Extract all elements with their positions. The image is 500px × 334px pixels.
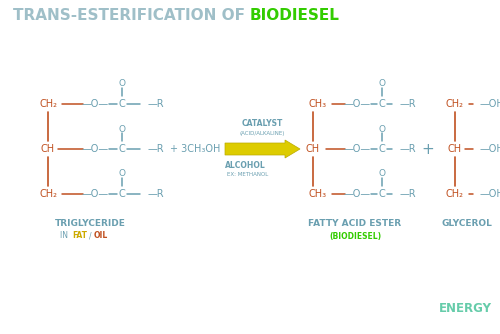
Text: —R: —R — [148, 99, 164, 109]
Text: —O—: —O— — [82, 189, 108, 199]
Text: TRANS-ESTERIFICATION OF: TRANS-ESTERIFICATION OF — [13, 8, 250, 23]
Text: CH₂: CH₂ — [39, 189, 57, 199]
Text: TRIGLYCERIDE: TRIGLYCERIDE — [54, 219, 126, 228]
Text: C: C — [378, 144, 386, 154]
Text: CH₃: CH₃ — [309, 189, 327, 199]
Text: —O—: —O— — [344, 144, 370, 154]
FancyArrow shape — [225, 140, 300, 158]
Text: BIODIESEL: BIODIESEL — [250, 8, 340, 23]
Text: O: O — [118, 169, 126, 178]
Text: —O—: —O— — [82, 144, 108, 154]
Text: —R: —R — [400, 144, 416, 154]
Text: —OH: —OH — [480, 99, 500, 109]
Text: OIL: OIL — [94, 231, 108, 240]
Text: GLYCEROL: GLYCEROL — [442, 219, 492, 228]
Text: FAT: FAT — [72, 231, 87, 240]
Text: CH: CH — [448, 144, 462, 154]
Text: + 3CH₃OH: + 3CH₃OH — [170, 144, 220, 154]
Text: —OH: —OH — [480, 189, 500, 199]
Text: —O—: —O— — [82, 99, 108, 109]
Text: O: O — [378, 125, 386, 134]
Text: —OH: —OH — [480, 144, 500, 154]
Text: CH₂: CH₂ — [446, 99, 464, 109]
Text: FATTY ACID ESTER: FATTY ACID ESTER — [308, 219, 402, 228]
Text: —O—: —O— — [344, 189, 370, 199]
Text: C: C — [378, 99, 386, 109]
Text: ALCOHOL: ALCOHOL — [224, 162, 266, 170]
Text: (ACID/ALKALINE): (ACID/ALKALINE) — [240, 131, 284, 136]
Text: —R: —R — [400, 189, 416, 199]
Text: CH₂: CH₂ — [446, 189, 464, 199]
Text: IN: IN — [60, 231, 70, 240]
Text: CATALYST: CATALYST — [242, 120, 282, 129]
Text: ENERGY: ENERGY — [438, 303, 492, 316]
Text: O: O — [378, 79, 386, 89]
Text: —R: —R — [400, 99, 416, 109]
Text: C: C — [118, 144, 126, 154]
Text: CH₂: CH₂ — [39, 99, 57, 109]
Text: —O—: —O— — [344, 99, 370, 109]
Text: C: C — [118, 99, 126, 109]
Text: (BIODIESEL): (BIODIESEL) — [329, 231, 381, 240]
Text: CH₃: CH₃ — [309, 99, 327, 109]
Text: O: O — [118, 79, 126, 89]
Text: O: O — [118, 125, 126, 134]
Text: C: C — [118, 189, 126, 199]
Text: —R: —R — [148, 189, 164, 199]
Text: +: + — [422, 142, 434, 157]
Text: O: O — [378, 169, 386, 178]
Text: CH: CH — [306, 144, 320, 154]
Text: /: / — [89, 231, 92, 240]
Text: EX: METHANOL: EX: METHANOL — [228, 172, 268, 177]
Text: C: C — [378, 189, 386, 199]
Text: —R: —R — [148, 144, 164, 154]
Text: CH: CH — [41, 144, 55, 154]
